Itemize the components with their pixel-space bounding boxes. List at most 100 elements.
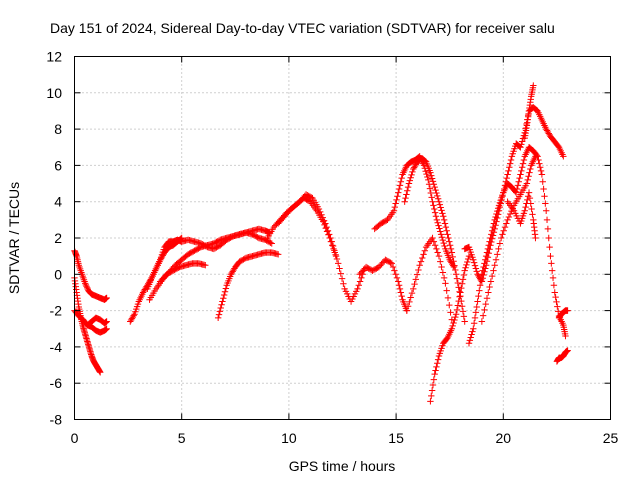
data-point	[488, 272, 496, 280]
series-arc-5	[127, 234, 185, 325]
data-point	[506, 164, 513, 171]
data-point	[465, 340, 473, 347]
data-point	[391, 203, 399, 211]
series-arc-8	[157, 260, 209, 285]
data-point	[549, 274, 557, 282]
data-point	[449, 253, 456, 261]
data-point	[505, 213, 513, 221]
data-point	[442, 223, 450, 231]
data-point	[461, 267, 468, 274]
data-point	[515, 178, 522, 185]
series-arc-20	[504, 189, 539, 242]
data-point	[500, 227, 507, 234]
data-point	[546, 243, 553, 251]
data-point	[495, 245, 502, 253]
data-point	[438, 207, 445, 214]
data-point	[489, 223, 497, 231]
data-point	[327, 238, 335, 245]
data-point	[451, 316, 458, 324]
data-point	[490, 220, 498, 227]
data-point	[452, 271, 460, 278]
data-point	[267, 239, 274, 246]
data-point	[488, 231, 495, 238]
data-point	[434, 219, 441, 226]
data-point	[446, 238, 453, 245]
series-arc-19	[478, 153, 539, 325]
data-point	[356, 278, 364, 285]
data-point	[423, 170, 430, 178]
data-point	[525, 173, 532, 180]
data-point	[428, 387, 436, 394]
data-point	[441, 220, 449, 227]
data-point	[517, 171, 524, 178]
x-axis-label: GPS time / hours	[289, 458, 396, 474]
data-point	[496, 240, 504, 247]
data-point	[524, 176, 531, 184]
series-arc-21	[521, 82, 537, 142]
data-point	[430, 202, 437, 209]
data-point	[440, 213, 447, 220]
data-point	[484, 245, 492, 253]
data-point	[434, 356, 442, 363]
data-point	[435, 252, 443, 260]
data-point	[457, 289, 464, 296]
data-point	[521, 207, 528, 214]
data-point	[475, 292, 482, 300]
data-point	[429, 234, 436, 242]
data-point	[426, 185, 434, 192]
data-point	[478, 318, 486, 325]
y-tick-labels: -8 -6 -4 -2 0 2 4 6 8 10 12	[46, 49, 62, 428]
data-point	[532, 153, 539, 160]
data-point	[505, 167, 512, 175]
data-point	[542, 200, 549, 207]
y-tick-label: 6	[54, 157, 62, 173]
data-point	[553, 298, 560, 306]
data-point	[97, 369, 104, 376]
data-point	[453, 306, 461, 314]
data-point	[463, 261, 470, 269]
data-point	[214, 314, 222, 322]
data-point	[529, 211, 536, 218]
data-point	[431, 205, 438, 213]
data-point	[440, 274, 448, 282]
data-point	[480, 263, 487, 271]
data-point	[464, 258, 471, 266]
data-point	[451, 262, 458, 269]
data-point	[439, 210, 446, 217]
data-point	[444, 231, 451, 238]
data-point	[548, 260, 555, 267]
data-point	[221, 288, 229, 295]
data-point	[487, 278, 495, 285]
data-point	[491, 262, 498, 269]
data-point	[458, 303, 466, 310]
data-point	[514, 182, 522, 189]
data-point	[430, 238, 438, 245]
data-point	[560, 153, 567, 160]
data-point	[473, 268, 480, 275]
data-point	[470, 259, 478, 266]
data-point	[454, 302, 462, 309]
data-point	[486, 283, 493, 291]
data-point	[436, 225, 443, 232]
data-point	[552, 293, 559, 301]
data-point	[517, 144, 524, 151]
data-point	[392, 271, 399, 278]
data-point	[389, 263, 397, 271]
data-point	[434, 249, 441, 256]
data-point	[433, 216, 441, 224]
x-tick-labels: 0 5 10 15 20 25	[71, 430, 619, 446]
data-point	[485, 289, 492, 296]
series-arc-12	[356, 256, 411, 314]
data-point	[504, 216, 511, 224]
data-point	[518, 167, 525, 175]
data-point	[527, 165, 534, 173]
data-point	[522, 203, 529, 211]
data-point	[435, 222, 442, 229]
data-point	[483, 295, 491, 302]
x-tick-label: 25	[603, 430, 619, 446]
data-point	[395, 189, 402, 196]
data-point	[471, 314, 479, 322]
data-point	[459, 276, 467, 283]
data-point	[536, 164, 544, 171]
data-point	[482, 300, 489, 308]
